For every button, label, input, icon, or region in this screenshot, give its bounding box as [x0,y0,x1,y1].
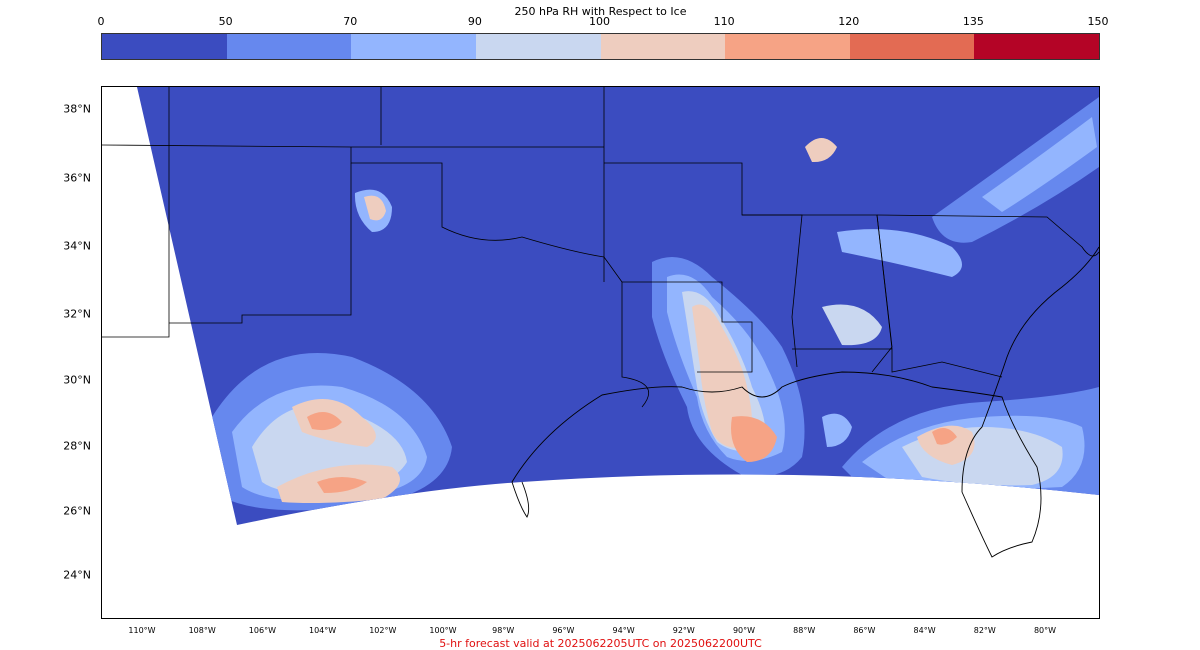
latitude-label: 38°N [63,102,91,116]
colorbar-tick-label: 70 [343,15,358,28]
longitude-label: 108°W [188,626,216,635]
latitude-label: 34°N [63,239,91,253]
colorbar-tick-label: 90 [467,15,482,28]
longitude-label: 102°W [369,626,397,635]
longitude-label: 98°W [492,626,515,635]
latitude-label: 24°N [63,568,91,582]
colorbar-tick-label: 135 [962,15,984,28]
colorbar-tick-label: 110 [713,15,735,28]
longitude-label: 96°W [552,626,575,635]
longitude-label: 82°W [973,626,996,635]
colorbar-segment [600,34,726,59]
rh-contours [212,97,1099,511]
longitude-label: 90°W [732,626,756,635]
latitude-label: 30°N [63,373,91,387]
colorbar-segment [974,34,1099,59]
colorbar-tick-label: 150 [1087,15,1109,28]
longitude-label: 94°W [612,626,635,635]
longitude-label: 104°W [309,626,337,635]
longitude-label: 106°W [248,626,276,635]
colorbar-segment [102,34,227,59]
longitude-label: 84°W [913,626,936,635]
colorbar-segment [475,34,601,59]
colorbar-title: 250 hPa RH with Respect to Ice [514,5,687,18]
longitude-label: 110°W [128,626,156,635]
latitude-label: 28°N [63,439,91,453]
map-panel [101,86,1100,619]
latitude-label: 26°N [63,504,91,518]
colorbar-tick-label: 120 [838,15,860,28]
colorbar [101,33,1100,60]
contour-cluster-southeast [842,387,1099,507]
colorbar-tick-label: 50 [218,15,233,28]
longitude-label: 88°W [793,626,816,635]
contour-cluster-gulf [652,257,852,477]
colorbar-segment [725,34,850,59]
contour-cluster-northeast [805,97,1099,346]
colorbar-tick-label: 100 [589,15,610,28]
colorbar-segment [849,34,975,59]
state-boundaries [102,87,1099,408]
longitude-label: 92°W [672,626,695,635]
colorbar-segment [226,34,352,59]
latitude-label: 32°N [63,307,91,321]
contour-cluster-southwest [212,353,452,511]
colorbar-segment [351,34,476,59]
coastline [511,246,1099,558]
colorbar-tick-label: 0 [97,15,105,28]
longitude-label: 80°W [1033,626,1057,635]
contour-cluster-panhandle [354,189,392,232]
map-svg [102,87,1099,558]
longitude-label: 86°W [853,626,876,635]
longitude-label: 100°W [429,626,457,635]
latitude-label: 36°N [63,171,91,185]
forecast-caption: 5-hr forecast valid at 2025062205UTC on … [439,637,762,650]
